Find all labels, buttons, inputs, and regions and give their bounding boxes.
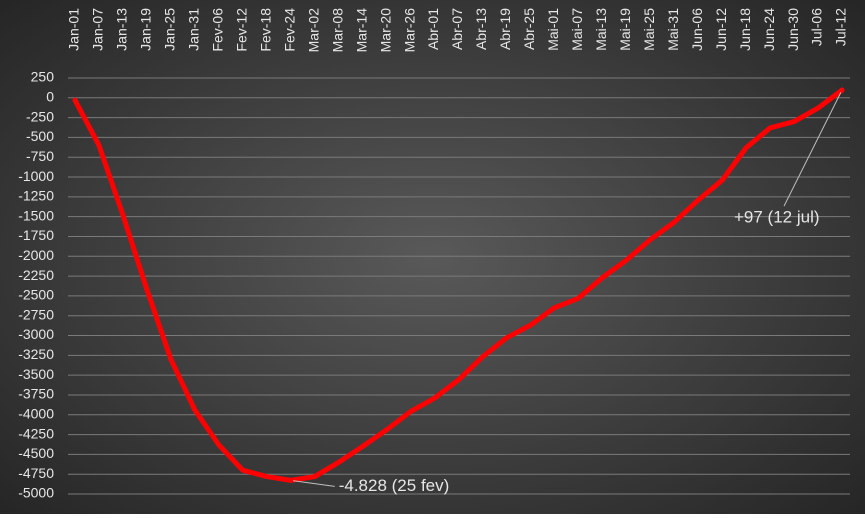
y-tick-label: -1250 bbox=[18, 188, 54, 204]
annotation-leader bbox=[783, 89, 843, 207]
x-tick-label: Abr-13 bbox=[473, 8, 489, 50]
x-tick-label: Mai-13 bbox=[593, 8, 609, 51]
data-line bbox=[72, 87, 845, 483]
x-tick-label: Jun-12 bbox=[713, 8, 729, 51]
x-tick-label: Mai-19 bbox=[617, 8, 633, 51]
x-tick-label: Jul-12 bbox=[833, 8, 849, 46]
annotation-leader bbox=[290, 479, 335, 487]
x-tick-label: Abr-01 bbox=[425, 8, 441, 50]
x-tick-label: Abr-19 bbox=[497, 8, 513, 50]
x-tick-label: Abr-25 bbox=[521, 8, 537, 50]
y-tick-label: -5000 bbox=[18, 485, 54, 501]
x-tick-label: Fev-12 bbox=[233, 8, 249, 52]
x-tick-label: Fev-24 bbox=[281, 8, 297, 52]
x-tick-label: Fev-06 bbox=[210, 8, 226, 52]
y-tick-label: -2250 bbox=[18, 267, 54, 283]
x-tick-label: Mai-07 bbox=[569, 8, 585, 51]
x-tick-label: Jun-24 bbox=[761, 8, 777, 51]
x-tick-label: Mai-01 bbox=[545, 8, 561, 51]
y-tick-label: -3250 bbox=[18, 346, 54, 362]
y-tick-label: 250 bbox=[31, 69, 55, 85]
y-tick-label: -1000 bbox=[18, 168, 54, 184]
y-tick-label: -4250 bbox=[18, 425, 54, 441]
y-tick-label: -4500 bbox=[18, 445, 54, 461]
y-tick-label: -2750 bbox=[18, 306, 54, 322]
x-tick-label: Mai-25 bbox=[641, 8, 657, 51]
y-tick-label: -3750 bbox=[18, 386, 54, 402]
x-tick-label: Mar-14 bbox=[353, 8, 369, 53]
x-tick-label: Fev-18 bbox=[257, 8, 273, 52]
annotation-point bbox=[839, 87, 845, 93]
x-tick-label: Jan-25 bbox=[162, 8, 178, 51]
x-tick-label: Mar-02 bbox=[305, 8, 321, 53]
y-tick-label: -750 bbox=[26, 148, 54, 164]
x-tick-label: Abr-07 bbox=[449, 8, 465, 50]
x-tick-label: Mar-20 bbox=[377, 8, 393, 53]
x-tick-label: Jun-30 bbox=[785, 8, 801, 51]
annotation-point bbox=[288, 477, 294, 483]
x-tick-label: Jun-18 bbox=[737, 8, 753, 51]
annotation-label: -4.828 (25 fev) bbox=[339, 476, 450, 495]
y-tick-label: 0 bbox=[46, 89, 54, 105]
y-tick-label: -500 bbox=[26, 128, 54, 144]
y-tick-label: -250 bbox=[26, 108, 54, 124]
y-tick-label: -4000 bbox=[18, 405, 54, 421]
annotation-label: +97 (12 jul) bbox=[734, 208, 820, 227]
x-tick-label: Mai-31 bbox=[665, 8, 681, 51]
x-tick-label: Mar-08 bbox=[329, 8, 345, 53]
x-tick-label: Mar-26 bbox=[401, 8, 417, 53]
y-tick-label: -3500 bbox=[18, 366, 54, 382]
x-tick-label: Jan-19 bbox=[138, 8, 154, 51]
y-tick-label: -1500 bbox=[18, 207, 54, 223]
x-tick-label: Jul-06 bbox=[809, 8, 825, 46]
y-tick-label: -3000 bbox=[18, 326, 54, 342]
y-tick-label: -2500 bbox=[18, 287, 54, 303]
x-tick-label: Jan-13 bbox=[114, 8, 130, 51]
y-tick-label: -4750 bbox=[18, 465, 54, 481]
x-tick-label: Jan-07 bbox=[90, 8, 106, 51]
x-tick-label: Jan-01 bbox=[66, 8, 82, 51]
y-tick-label: -2000 bbox=[18, 247, 54, 263]
x-tick-label: Jan-31 bbox=[186, 8, 202, 51]
y-tick-label: -1750 bbox=[18, 227, 54, 243]
x-tick-label: Jun-06 bbox=[689, 8, 705, 51]
